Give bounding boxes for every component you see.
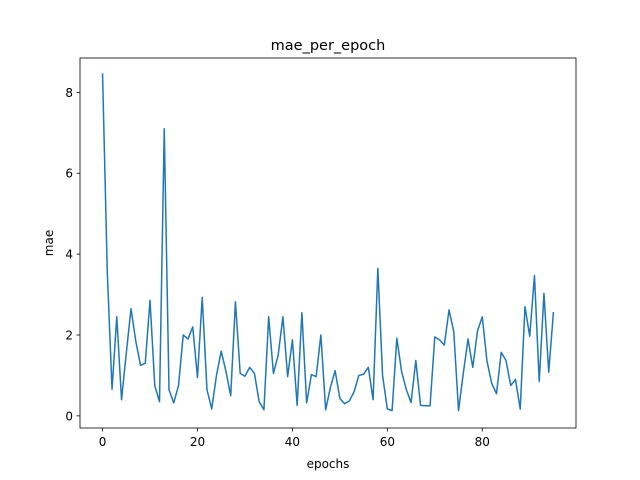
x-tick-label: 20 — [190, 435, 205, 449]
plot-lines — [101, 73, 555, 412]
x-axis-ticks: 0 20 40 60 80 — [99, 428, 490, 449]
y-axis-ticks: 0 2 4 6 8 — [65, 86, 80, 423]
y-tick-label: 4 — [65, 248, 73, 262]
y-tick-label: 0 — [65, 409, 73, 423]
x-tick-label: 0 — [99, 435, 107, 449]
y-tick-label: 2 — [65, 328, 73, 342]
x-tick-label: 40 — [285, 435, 300, 449]
x-axis-label: epochs — [307, 457, 350, 471]
series-line-0 — [101, 73, 555, 412]
x-tick-label: 80 — [475, 435, 490, 449]
plot-frame — [79, 57, 577, 429]
y-axis-label: mae — [42, 230, 56, 256]
x-tick-label: 60 — [380, 435, 395, 449]
y-tick-label: 6 — [65, 167, 73, 181]
y-tick-label: 8 — [65, 86, 73, 100]
chart-title: mae_per_epoch — [271, 38, 386, 54]
